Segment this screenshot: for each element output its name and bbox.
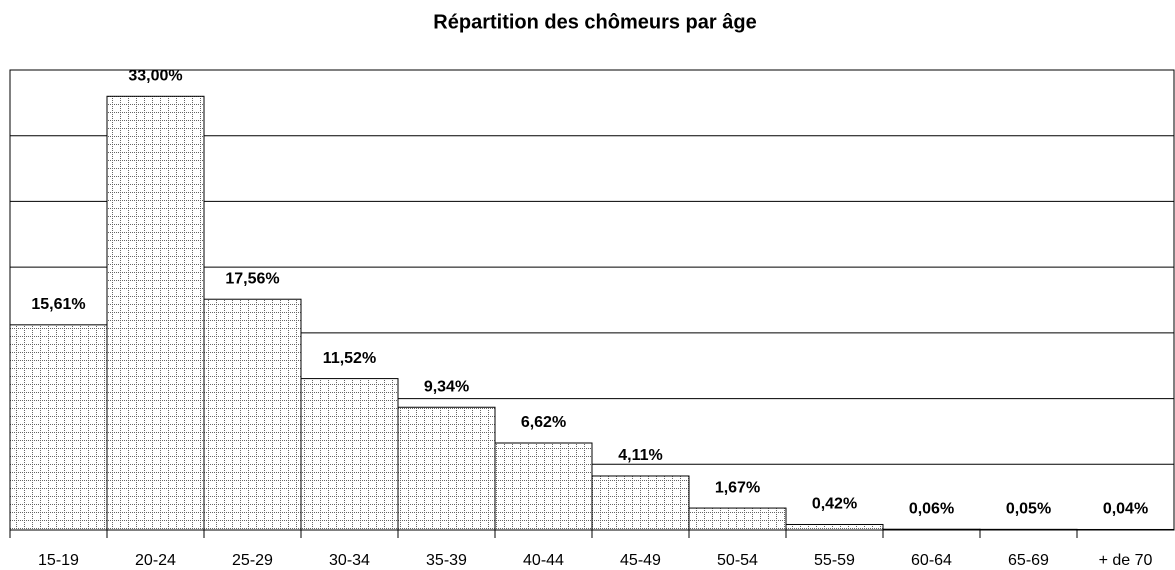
chart-title: Répartition des chômeurs par âge (433, 11, 756, 33)
value-label: 4,11% (618, 447, 662, 464)
bar (785, 523, 884, 531)
bar (882, 528, 981, 531)
value-label: 6,62% (521, 414, 566, 431)
bar (494, 442, 593, 531)
value-label: 33,00% (128, 68, 182, 85)
bar (591, 475, 690, 531)
x-tick-label: 30-34 (329, 552, 370, 569)
x-tick-label: 50-54 (717, 552, 758, 569)
value-label: 0,42% (812, 496, 857, 513)
x-tick-label: 40-44 (523, 552, 564, 569)
bar (1076, 528, 1175, 531)
x-tick-label: + de 70 (1099, 552, 1153, 569)
bar (979, 528, 1078, 531)
value-label: 0,04% (1103, 501, 1148, 518)
value-label: 9,34% (424, 378, 469, 395)
bar (300, 378, 399, 531)
bar (397, 406, 496, 531)
value-label: 1,67% (715, 479, 760, 496)
value-label: 0,06% (909, 500, 954, 517)
value-label: 11,52% (323, 350, 376, 367)
x-tick-label: 55-59 (814, 552, 855, 569)
x-tick-label: 60-64 (911, 552, 952, 569)
bar (106, 95, 205, 531)
value-label: 15,61% (31, 296, 85, 313)
bar (688, 507, 787, 531)
value-label: 0,05% (1006, 501, 1051, 518)
x-tick-label: 65-69 (1008, 552, 1049, 569)
x-tick-label: 35-39 (426, 552, 467, 569)
value-label: 17,56% (225, 270, 279, 287)
x-tick-label: 45-49 (620, 552, 661, 569)
x-tick-label: 15-19 (38, 552, 79, 569)
x-tick-label: 20-24 (135, 552, 176, 569)
bar (9, 324, 108, 531)
x-tick-label: 25-29 (232, 552, 273, 569)
bar (203, 298, 302, 531)
